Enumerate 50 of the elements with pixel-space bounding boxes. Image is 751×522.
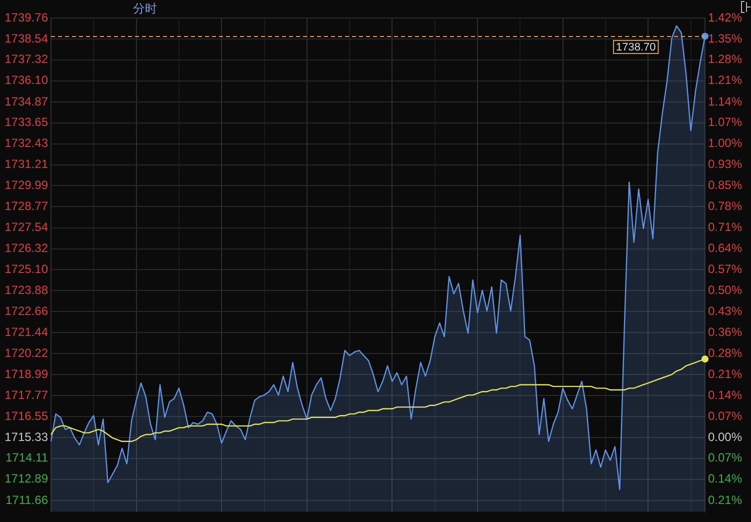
y2-tick-label: 0.71% (708, 220, 742, 234)
y-tick-label: 1738.54 (4, 31, 48, 46)
y2-tick-label: 0.07% (708, 408, 742, 423)
chart-title: 分时 (133, 1, 157, 16)
y2-tick-label: 0.07% (708, 450, 742, 465)
y-tick-label: 1714.11 (6, 450, 48, 465)
y-tick-label: 1726.32 (4, 241, 48, 256)
y2-tick-label: 0.78% (708, 198, 742, 213)
y-tick-label: 1736.10 (4, 73, 48, 88)
y2-tick-label: 0.57% (708, 262, 742, 276)
y-tick-label: 1729.99 (4, 178, 48, 192)
y-tick-label: 1711.66 (6, 492, 48, 507)
y2-tick-label: 0.21% (708, 492, 742, 507)
y-tick-label: 1725.10 (4, 262, 48, 276)
y2-tick-label: 0.14% (708, 472, 742, 486)
y2-tick-label: 1.35% (708, 31, 742, 46)
y2-tick-label: 0.28% (708, 346, 742, 360)
y2-tick-label: 0.21% (708, 367, 742, 382)
y2-tick-label: 0.50% (708, 283, 742, 298)
y-tick-label: 1717.77 (4, 388, 48, 402)
y-tick-label: 1733.65 (4, 115, 48, 130)
y2-tick-label: 0.14% (708, 388, 742, 402)
y-tick-label: 1734.87 (4, 94, 48, 108)
y2-tick-label: 1.42% (708, 10, 742, 24)
y-tick-label: 1728.77 (4, 199, 48, 214)
y2-tick-label: 1.21% (708, 73, 742, 88)
y-tick-label: 1737.32 (4, 52, 48, 66)
y2-tick-label: 1.07% (708, 115, 742, 130)
y2-tick-label: 0.43% (708, 304, 742, 318)
y-tick-label: 1739.76 (4, 10, 48, 24)
ref-line-label: 1738.70 (616, 42, 656, 54)
y-tick-label: 1720.22 (4, 346, 48, 360)
y2-tick-label: 0.93% (708, 157, 742, 172)
y-tick-label: 1732.43 (4, 136, 48, 150)
y2-tick-label: 1.14% (708, 94, 742, 108)
y-tick-label: 1716.55 (4, 408, 48, 423)
y-tick-label: 1718.99 (4, 366, 48, 381)
y-tick-label: 1712.89 (4, 472, 48, 486)
y-tick-label: 1722.66 (4, 304, 48, 318)
y2-tick-label: 0.64% (708, 240, 742, 255)
y2-tick-label: 1.28% (708, 52, 742, 66)
y2-tick-label: 0.85% (708, 178, 742, 192)
y-tick-label: 1731.21 (4, 157, 48, 172)
y2-tick-label: 1.00% (708, 136, 742, 150)
y2-tick-label: 0.00% (708, 430, 742, 444)
y-tick-label: 1727.54 (4, 220, 48, 234)
y-tick-label: 1715.33 (4, 430, 48, 444)
y-tick-label: 1723.88 (4, 282, 48, 297)
y-tick-label: 1721.44 (4, 324, 48, 339)
y2-tick-label: 0.36% (708, 324, 742, 339)
